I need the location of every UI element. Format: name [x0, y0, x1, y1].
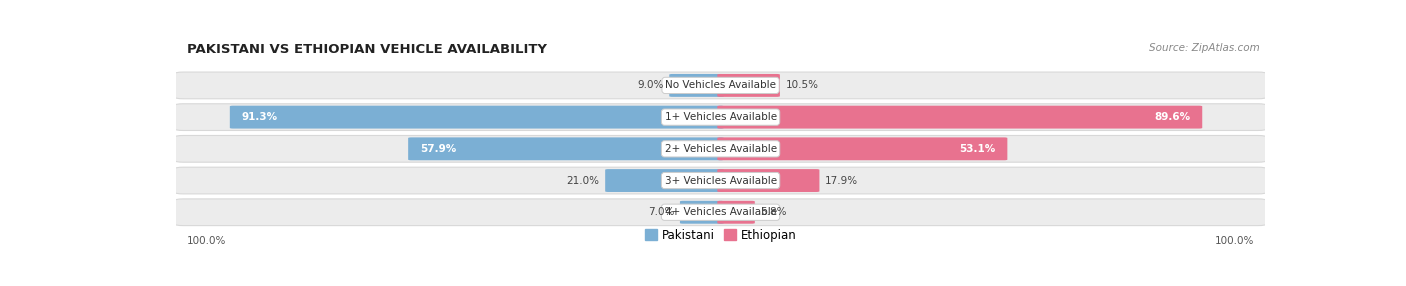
Text: 7.0%: 7.0%	[648, 207, 675, 217]
FancyBboxPatch shape	[717, 106, 1202, 129]
FancyBboxPatch shape	[605, 169, 724, 192]
FancyBboxPatch shape	[229, 106, 724, 129]
FancyBboxPatch shape	[174, 167, 1267, 194]
Text: 100.0%: 100.0%	[187, 236, 226, 246]
Text: 21.0%: 21.0%	[567, 176, 600, 186]
FancyBboxPatch shape	[669, 74, 724, 97]
Text: PAKISTANI VS ETHIOPIAN VEHICLE AVAILABILITY: PAKISTANI VS ETHIOPIAN VEHICLE AVAILABIL…	[187, 43, 547, 56]
Text: 100.0%: 100.0%	[1215, 236, 1254, 246]
Text: No Vehicles Available: No Vehicles Available	[665, 80, 776, 90]
FancyBboxPatch shape	[174, 72, 1267, 99]
Text: 4+ Vehicles Available: 4+ Vehicles Available	[665, 207, 776, 217]
Text: 91.3%: 91.3%	[242, 112, 278, 122]
Text: Source: ZipAtlas.com: Source: ZipAtlas.com	[1149, 43, 1260, 53]
Text: 2+ Vehicles Available: 2+ Vehicles Available	[665, 144, 776, 154]
FancyBboxPatch shape	[408, 137, 724, 160]
FancyBboxPatch shape	[717, 201, 755, 224]
Text: 9.0%: 9.0%	[637, 80, 664, 90]
FancyBboxPatch shape	[717, 137, 1007, 160]
FancyBboxPatch shape	[174, 199, 1267, 226]
FancyBboxPatch shape	[681, 201, 724, 224]
Text: 5.8%: 5.8%	[761, 207, 787, 217]
FancyBboxPatch shape	[174, 136, 1267, 162]
Text: 53.1%: 53.1%	[959, 144, 995, 154]
Text: 17.9%: 17.9%	[825, 176, 858, 186]
Text: 10.5%: 10.5%	[786, 80, 818, 90]
FancyBboxPatch shape	[717, 169, 820, 192]
Text: 3+ Vehicles Available: 3+ Vehicles Available	[665, 176, 776, 186]
Legend: Pakistani, Ethiopian: Pakistani, Ethiopian	[640, 224, 801, 247]
FancyBboxPatch shape	[717, 74, 780, 97]
Text: 1+ Vehicles Available: 1+ Vehicles Available	[665, 112, 776, 122]
Text: 57.9%: 57.9%	[420, 144, 457, 154]
FancyBboxPatch shape	[174, 104, 1267, 130]
Text: 89.6%: 89.6%	[1154, 112, 1191, 122]
